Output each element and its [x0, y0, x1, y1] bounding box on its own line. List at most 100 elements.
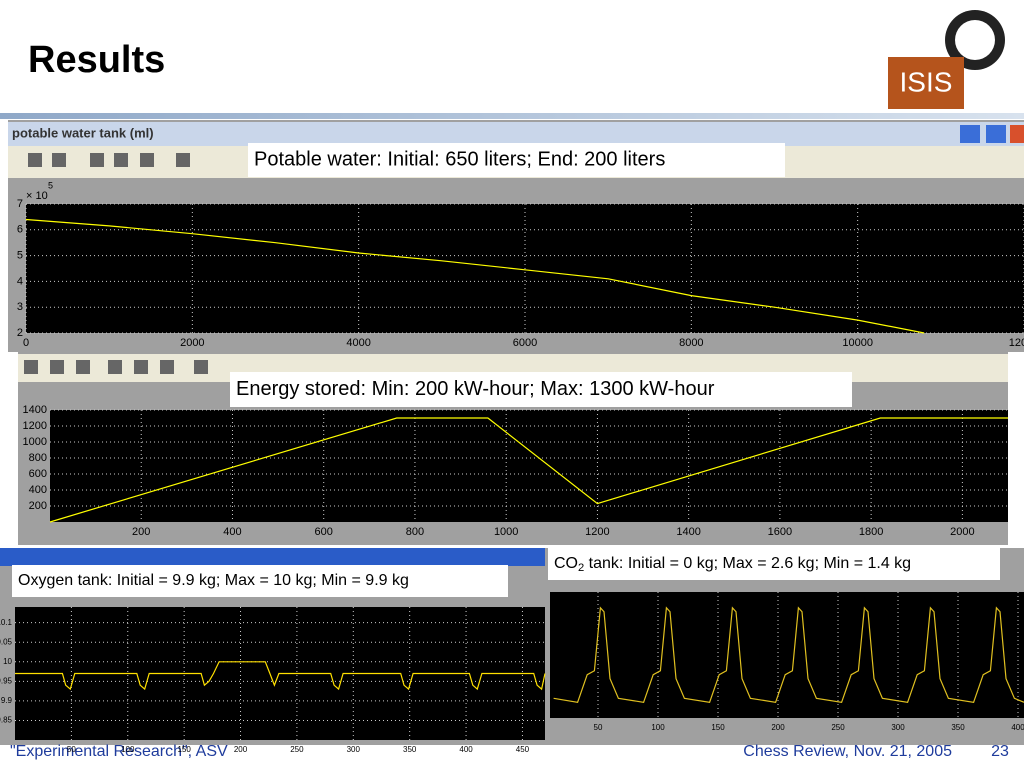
caption-box	[248, 143, 785, 177]
x-tick-label: 300	[347, 745, 361, 754]
zoom-x-icon[interactable]	[52, 153, 66, 167]
page-number: 23	[991, 743, 1009, 760]
x-tick-label: 350	[403, 745, 417, 754]
x-tick-label: 1400	[676, 526, 700, 538]
zoom-x-icon[interactable]	[50, 360, 64, 374]
caption-subscript: 2	[578, 562, 584, 574]
x-tick-label: 8000	[679, 337, 703, 349]
x-tick-label: 400	[459, 745, 473, 754]
x-tick-label: 1000	[494, 526, 518, 538]
x-tick-label: 350	[951, 723, 965, 732]
x-tick-label: 800	[406, 526, 424, 538]
caption-prefix: CO	[554, 555, 578, 572]
title-bar	[8, 122, 1024, 146]
y-tick-label: 1200	[23, 420, 47, 432]
caption: Oxygen tank: Initial = 9.9 kg; Max = 10 …	[18, 572, 409, 589]
caption-text: tank: Initial = 0 kg; Max = 2.6 kg; Min …	[584, 555, 911, 572]
y-tick-label: 1000	[23, 436, 47, 448]
x-tick-label: 100	[651, 723, 665, 732]
x-tick-label: 1800	[859, 526, 883, 538]
y-tick-label: 5	[17, 250, 23, 262]
axis-multiplier: × 10	[26, 190, 48, 202]
x-tick-label: 2000	[950, 526, 974, 538]
print-icon[interactable]	[194, 360, 208, 374]
zoom-icon[interactable]	[28, 153, 42, 167]
x-tick-label: 6000	[513, 337, 537, 349]
axis-exponent: 5	[48, 180, 53, 190]
x-tick-label: 150	[711, 723, 725, 732]
data-line	[49, 417, 1008, 523]
header-rule	[0, 113, 1024, 119]
y-tick-label: 400	[29, 484, 47, 496]
y-tick-label: 600	[29, 468, 47, 480]
footer-right: Chess Review, Nov. 21, 2005	[743, 743, 952, 760]
zoom-y-icon[interactable]	[76, 360, 90, 374]
x-tick-label: 200	[132, 526, 150, 538]
x-tick-label: 0	[23, 337, 29, 349]
params-icon[interactable]	[160, 360, 174, 374]
y-tick-label: 10.1	[0, 618, 13, 627]
zoom-icon[interactable]	[24, 360, 38, 374]
logo-box	[888, 57, 964, 109]
x-tick-label: 400	[223, 526, 241, 538]
x-tick-label: 450	[516, 745, 530, 754]
minimize-button[interactable]	[960, 125, 980, 143]
x-tick-label: 1200	[585, 526, 609, 538]
y-tick-label: 6	[17, 224, 23, 236]
x-tick-label: 1600	[768, 526, 792, 538]
logo-text: ISIS	[900, 66, 953, 97]
x-tick-label: 400	[1011, 723, 1024, 732]
plot-area	[50, 410, 1008, 522]
x-tick-label: 250	[290, 745, 304, 754]
y-tick-label: 9.85	[0, 716, 13, 725]
caption: Potable water: Initial: 650 liters; End:…	[254, 148, 665, 170]
toolbar-icons	[24, 153, 208, 374]
caption-box	[548, 548, 1000, 580]
logo-inner	[955, 20, 995, 60]
maximize-button[interactable]	[986, 125, 1006, 143]
y-tick-label: 2	[17, 327, 23, 339]
window-title: potable water tank (ml)	[12, 125, 154, 140]
x-tick-label: 12000	[1009, 337, 1024, 349]
data-line	[25, 218, 925, 334]
x-tick-label: 100	[121, 745, 135, 754]
print-icon[interactable]	[176, 153, 190, 167]
slide-title: Results	[28, 39, 165, 81]
y-tick-label: 800	[29, 452, 47, 464]
close-button[interactable]	[1010, 125, 1024, 143]
autoscale-icon[interactable]	[108, 360, 122, 374]
x-tick-label: 50	[67, 745, 76, 754]
x-tick-label: 4000	[346, 337, 370, 349]
y-tick-label: 200	[29, 500, 47, 512]
data-line	[553, 606, 1024, 703]
title-bar	[0, 548, 545, 566]
x-tick-label: 600	[315, 526, 333, 538]
caption: CO2 tank: Initial = 0 kg; Max = 2.6 kg; …	[554, 555, 911, 574]
y-tick-label: 7	[17, 198, 23, 210]
footer-left: "Experimental Research", ASV	[10, 743, 228, 760]
y-tick-label: 9.9	[1, 696, 13, 705]
x-tick-label: 2000	[180, 337, 204, 349]
x-tick-label: 250	[831, 723, 845, 732]
autoscale-icon[interactable]	[90, 153, 104, 167]
x-tick-label: 150	[177, 745, 191, 754]
x-tick-label: 300	[891, 723, 905, 732]
save-icon[interactable]	[134, 360, 148, 374]
y-tick-label: 10	[3, 657, 12, 666]
x-tick-label: 200	[234, 745, 248, 754]
plot-area	[550, 592, 1024, 718]
caption-box	[12, 565, 508, 597]
y-tick-label: 9.95	[0, 676, 13, 685]
params-icon[interactable]	[140, 153, 154, 167]
caption-box	[230, 372, 852, 407]
y-tick-label: 4	[17, 275, 23, 287]
x-tick-label: 200	[771, 723, 785, 732]
y-tick-label: 10.05	[0, 637, 13, 646]
x-tick-label: 50	[594, 723, 603, 732]
y-tick-label: 1400	[23, 404, 47, 416]
save-icon[interactable]	[114, 153, 128, 167]
x-tick-label: 10000	[842, 337, 873, 349]
data-line	[15, 661, 546, 691]
